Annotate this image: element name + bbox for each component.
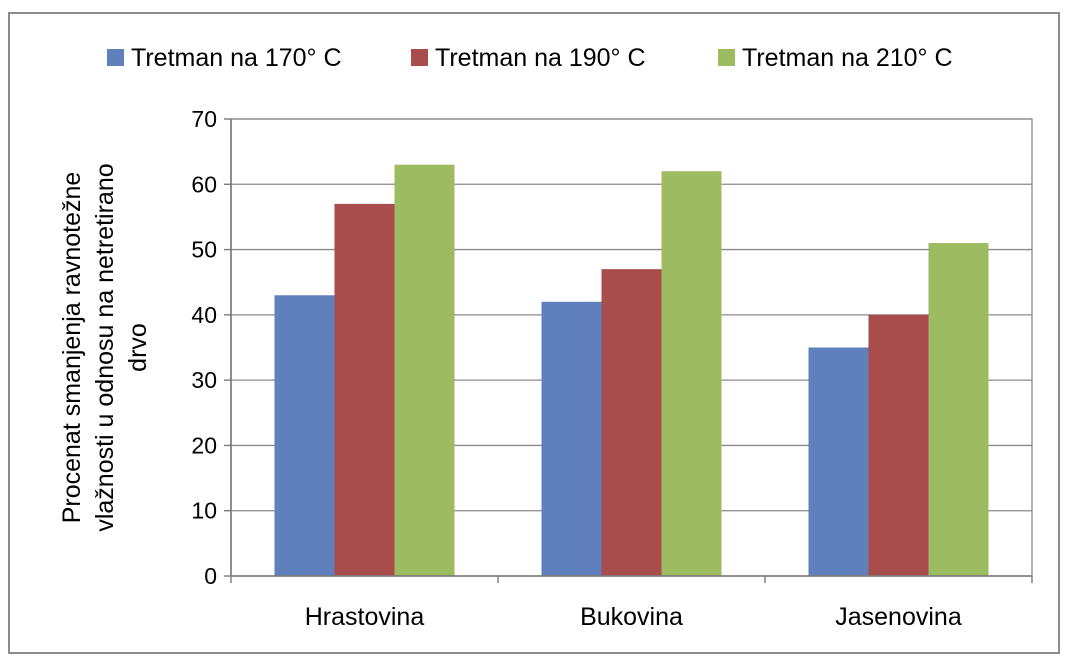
y-tick-label: 0 (204, 563, 217, 589)
bar (928, 243, 989, 577)
y-tick-labels: 0 10 20 30 40 50 60 70 (191, 106, 217, 589)
bar (334, 203, 395, 576)
y-tick-label: 30 (191, 367, 217, 393)
x-tick-label: Bukovina (580, 603, 683, 631)
legend-label: Tretman na 170° C (131, 44, 342, 72)
bars (274, 164, 989, 577)
y-tick-label: 70 (191, 106, 217, 132)
legend-label: Tretman na 210° C (742, 44, 953, 72)
bar (868, 314, 929, 576)
y-axis-title-line: Procenat smanjenja ravnotežne (58, 172, 86, 524)
bar (394, 164, 455, 576)
bar (808, 347, 869, 576)
bar (601, 269, 662, 576)
legend-swatch (718, 49, 735, 66)
axes (224, 118, 1033, 583)
bar (541, 301, 602, 576)
bar (274, 295, 335, 576)
bar (661, 171, 722, 576)
legend: Tretman na 170° C Tretman na 190° C Tretma… (107, 44, 953, 72)
x-tick-labels: Hrastovina Bukovina Jasenovina (305, 603, 962, 631)
y-tick-label: 60 (191, 171, 217, 197)
y-tick-label: 20 (191, 432, 217, 458)
y-tick-label: 50 (191, 237, 217, 263)
legend-label: Tretman na 190° C (435, 44, 646, 72)
legend-swatch (107, 49, 124, 66)
legend-swatch (411, 49, 428, 66)
y-tick-label: 40 (191, 302, 217, 328)
y-tick-label: 10 (191, 498, 217, 524)
y-axis-title-line: drvo (124, 323, 152, 372)
x-tick-label: Hrastovina (305, 603, 425, 631)
y-axis-title-line: vlažnosti u odnosu na netretirano (91, 163, 119, 531)
y-axis-title: Procenat smanjenja ravnotežne vlažnosti u… (58, 163, 152, 531)
x-tick-label: Jasenovina (835, 603, 962, 631)
